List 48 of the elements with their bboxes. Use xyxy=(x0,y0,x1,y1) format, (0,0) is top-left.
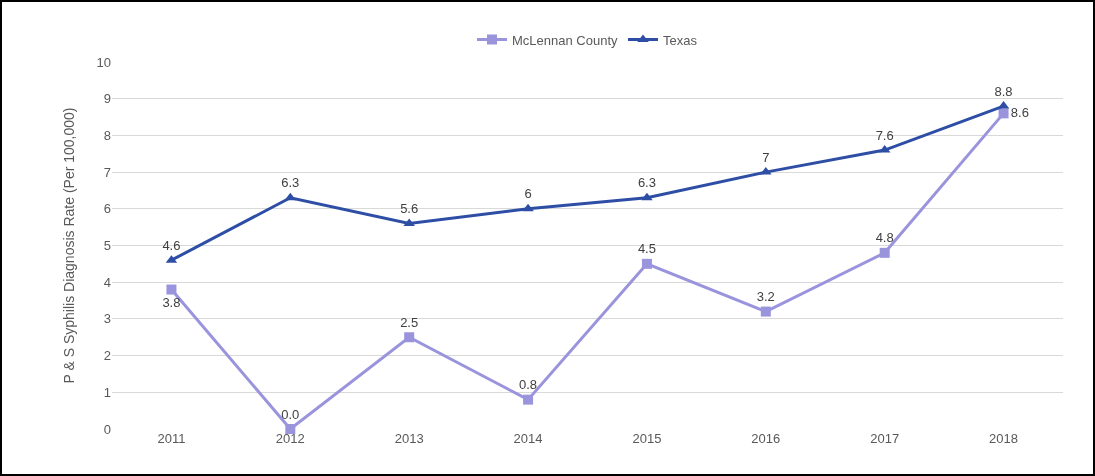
y-tick-label: 5 xyxy=(103,238,111,254)
point xyxy=(285,424,296,434)
x-tick-label: 2016 xyxy=(751,431,781,446)
y-tick-label: 1 xyxy=(103,384,111,400)
point xyxy=(522,203,534,212)
data-label: 7 xyxy=(762,149,770,165)
y-tick-label: 2 xyxy=(103,348,111,364)
y-tick-label: 4 xyxy=(103,274,111,290)
data-label: 3.8 xyxy=(162,294,181,310)
y-axis-title: P & S Syphilis Diagnosis Rate (Per 100,000) xyxy=(61,107,77,384)
y-tick-label: 6 xyxy=(103,201,111,217)
data-label: 3.2 xyxy=(756,289,775,305)
point xyxy=(166,284,177,295)
point xyxy=(641,258,652,269)
data-label: 6.3 xyxy=(637,175,656,191)
data-label: 8.6 xyxy=(1010,104,1029,120)
legend-label: McLennan County xyxy=(512,32,619,48)
x-tick-label: 2015 xyxy=(632,431,662,446)
data-label: 4.8 xyxy=(875,230,894,246)
x-tick-label: 2013 xyxy=(394,431,424,446)
data-label: 4.6 xyxy=(162,237,181,253)
y-tick-label: 0 xyxy=(103,421,111,437)
data-label: 0.8 xyxy=(519,377,538,393)
x-tick-label: 2014 xyxy=(513,431,543,446)
data-label: 7.6 xyxy=(875,127,894,143)
data-label: 6.3 xyxy=(281,175,300,191)
point xyxy=(404,332,415,343)
x-tick-label: 2011 xyxy=(157,431,186,446)
point xyxy=(760,306,771,317)
y-tick-label: 9 xyxy=(103,91,111,107)
x-tick-label: 2017 xyxy=(870,431,900,446)
data-label: 4.5 xyxy=(637,241,656,257)
data-label: 2.5 xyxy=(400,314,419,330)
x-tick-label: 2018 xyxy=(989,431,1019,446)
point xyxy=(523,394,534,405)
y-tick-label: 7 xyxy=(103,164,111,180)
point xyxy=(879,247,890,258)
y-tick-label: 10 xyxy=(96,54,111,70)
point xyxy=(641,192,653,201)
data-label: 6 xyxy=(524,186,532,202)
data-label: 8.8 xyxy=(994,83,1013,99)
legend-label: Texas xyxy=(663,32,698,48)
point xyxy=(998,108,1009,119)
y-tick-label: 8 xyxy=(103,127,111,143)
x-tick-label: 2012 xyxy=(275,431,305,446)
data-label: 5.6 xyxy=(400,200,419,216)
y-tick-label: 3 xyxy=(103,311,111,327)
data-label: 0.0 xyxy=(281,406,300,422)
